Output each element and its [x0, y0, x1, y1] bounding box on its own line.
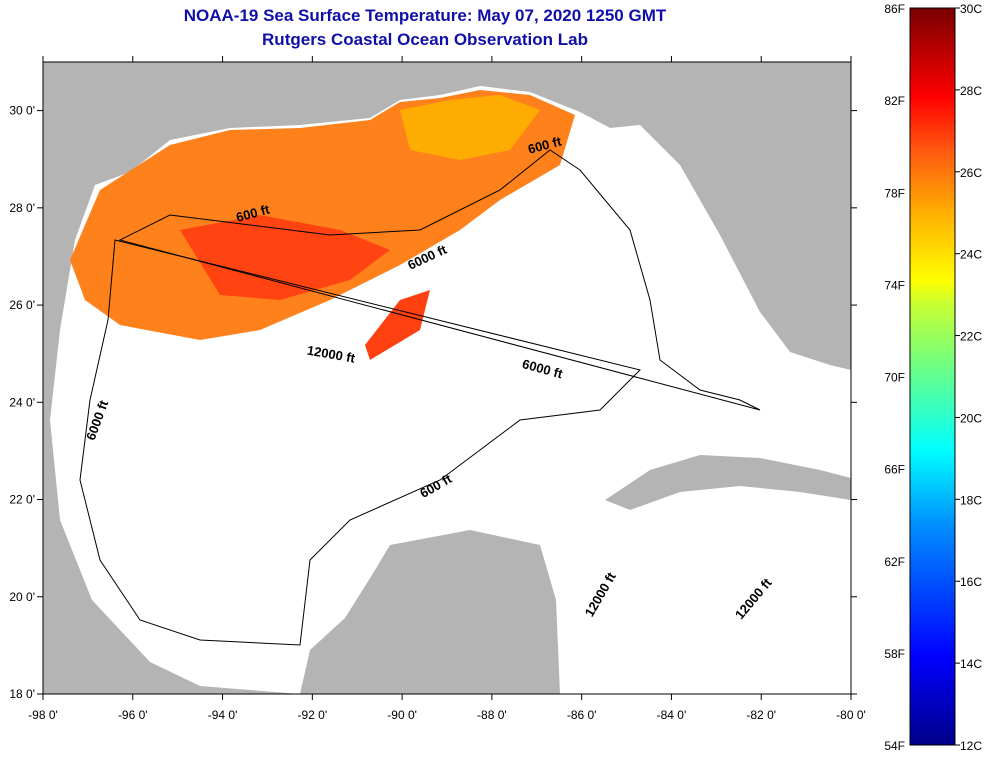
lat-tick-label: 24 0': [9, 395, 35, 409]
lat-tick-label: 22 0': [9, 493, 35, 507]
celsius-label: 20C: [960, 411, 982, 425]
celsius-label: 12C: [960, 739, 982, 753]
fahrenheit-label: 54F: [884, 739, 905, 753]
map-subtitle: Rutgers Coastal Ocean Observation Lab: [262, 30, 588, 49]
fahrenheit-label: 70F: [884, 371, 905, 385]
fahrenheit-label: 62F: [884, 555, 905, 569]
celsius-label: 14C: [960, 657, 982, 671]
lon-tick-label: -92 0': [298, 708, 328, 722]
sst-eddy: [365, 290, 430, 360]
lat-tick-label: 28 0': [9, 201, 35, 215]
lon-tick-label: -88 0': [477, 708, 507, 722]
celsius-label: 22C: [960, 330, 982, 344]
yucatan-land: [300, 530, 560, 694]
lat-tick-label: 30 0': [9, 104, 35, 118]
lon-tick-label: -90 0': [387, 708, 417, 722]
lon-tick-label: -86 0': [567, 708, 597, 722]
lon-tick-label: -80 0': [836, 708, 866, 722]
celsius-label: 18C: [960, 493, 982, 507]
celsius-label: 24C: [960, 248, 982, 262]
colorbar-labels: 86F 82F 78F 74F 70F 66F 62F 58F 54F 30C 28C 26C 24C 2…: [884, 2, 982, 753]
lon-tick-label: -94 0': [208, 708, 238, 722]
fahrenheit-label: 86F: [884, 2, 905, 16]
contour-6000ft: [118, 149, 761, 411]
fahrenheit-label: 74F: [884, 278, 905, 292]
lat-tick-label: 26 0': [9, 298, 35, 312]
contour-600ft: [79, 239, 641, 646]
sst-yellow-band: [400, 95, 540, 160]
axis-ticks: -98 0' -96 0' -94 0' -92 0' -90 0' -88 0' -86 …: [9, 56, 866, 722]
lon-tick-label: -96 0': [118, 708, 148, 722]
map-title: NOAA-19 Sea Surface Temperature: May 07,…: [183, 6, 667, 25]
colorbar: [909, 7, 956, 746]
map-frame: [42, 61, 852, 695]
fahrenheit-label: 78F: [884, 186, 905, 200]
celsius-label: 28C: [960, 84, 982, 98]
fahrenheit-label: 58F: [884, 647, 905, 661]
fahrenheit-label: 82F: [884, 94, 905, 108]
celsius-label: 16C: [960, 575, 982, 589]
sst-hot-region: [180, 215, 390, 300]
celsius-label: 30C: [960, 2, 982, 16]
lat-tick-label: 18 0': [9, 687, 35, 701]
lat-tick-label: 20 0': [9, 590, 35, 604]
lon-tick-label: -82 0': [746, 708, 776, 722]
lon-tick-label: -84 0': [657, 708, 687, 722]
celsius-label: 26C: [960, 166, 982, 180]
lon-tick-label: -98 0': [28, 708, 58, 722]
cuba-land: [605, 455, 851, 510]
fahrenheit-label: 66F: [884, 463, 905, 477]
